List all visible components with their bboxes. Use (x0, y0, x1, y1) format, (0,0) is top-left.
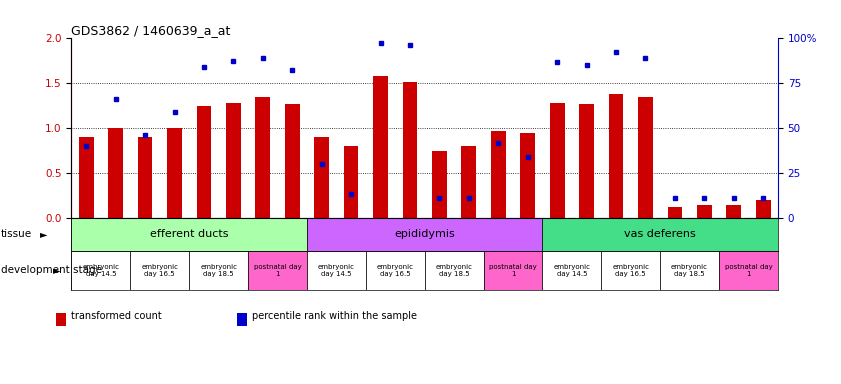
Bar (579, 104, 594, 218)
Bar (248, 251, 307, 290)
Bar (256, 97, 270, 218)
Text: epididymis: epididymis (394, 229, 455, 239)
Text: development stage: development stage (1, 265, 102, 275)
Bar (609, 94, 623, 218)
Bar (484, 251, 542, 290)
Bar (366, 251, 425, 290)
Bar (197, 106, 211, 218)
Text: embryonic
day 18.5: embryonic day 18.5 (200, 264, 237, 277)
Bar (542, 251, 601, 290)
Text: embryonic
day 16.5: embryonic day 16.5 (141, 264, 178, 277)
Bar (226, 103, 241, 218)
Bar (756, 200, 770, 218)
Text: transformed count: transformed count (71, 311, 162, 321)
Bar (307, 218, 542, 251)
Bar (727, 205, 741, 218)
Text: embryonic
day 18.5: embryonic day 18.5 (671, 264, 708, 277)
Text: embryonic
day 14.5: embryonic day 14.5 (82, 264, 119, 277)
Bar (660, 251, 719, 290)
Bar (491, 131, 505, 218)
Text: embryonic
day 18.5: embryonic day 18.5 (436, 264, 473, 277)
Bar (697, 205, 711, 218)
Text: efferent ducts: efferent ducts (150, 229, 229, 239)
Bar (130, 251, 189, 290)
Bar (668, 207, 682, 218)
Bar (462, 146, 476, 218)
Bar (108, 128, 123, 218)
Text: postnatal day
1: postnatal day 1 (254, 264, 301, 277)
Text: embryonic
day 16.5: embryonic day 16.5 (612, 264, 649, 277)
Bar (542, 218, 778, 251)
Text: vas deferens: vas deferens (624, 229, 696, 239)
Text: embryonic
day 16.5: embryonic day 16.5 (377, 264, 414, 277)
Text: embryonic
day 14.5: embryonic day 14.5 (553, 264, 590, 277)
Bar (638, 97, 653, 218)
Bar (403, 83, 417, 218)
Text: postnatal day
1: postnatal day 1 (725, 264, 772, 277)
Bar (138, 137, 152, 218)
Text: ►: ► (40, 229, 48, 239)
Bar (373, 76, 388, 218)
Text: tissue: tissue (1, 229, 32, 239)
Bar (71, 251, 130, 290)
Text: percentile rank within the sample: percentile rank within the sample (252, 311, 417, 321)
Bar (315, 137, 329, 218)
Bar (344, 146, 358, 218)
Bar (71, 218, 307, 251)
Bar (189, 251, 248, 290)
Text: ►: ► (53, 265, 61, 275)
Bar (550, 103, 564, 218)
Bar (601, 251, 660, 290)
Bar (307, 251, 366, 290)
Text: embryonic
day 14.5: embryonic day 14.5 (318, 264, 355, 277)
Bar (719, 251, 778, 290)
Bar (425, 251, 484, 290)
Bar (432, 151, 447, 218)
Bar (285, 104, 299, 218)
Bar (521, 133, 535, 218)
Bar (79, 137, 93, 218)
Text: postnatal day
1: postnatal day 1 (489, 264, 537, 277)
Bar (167, 128, 182, 218)
Text: GDS3862 / 1460639_a_at: GDS3862 / 1460639_a_at (71, 24, 231, 37)
